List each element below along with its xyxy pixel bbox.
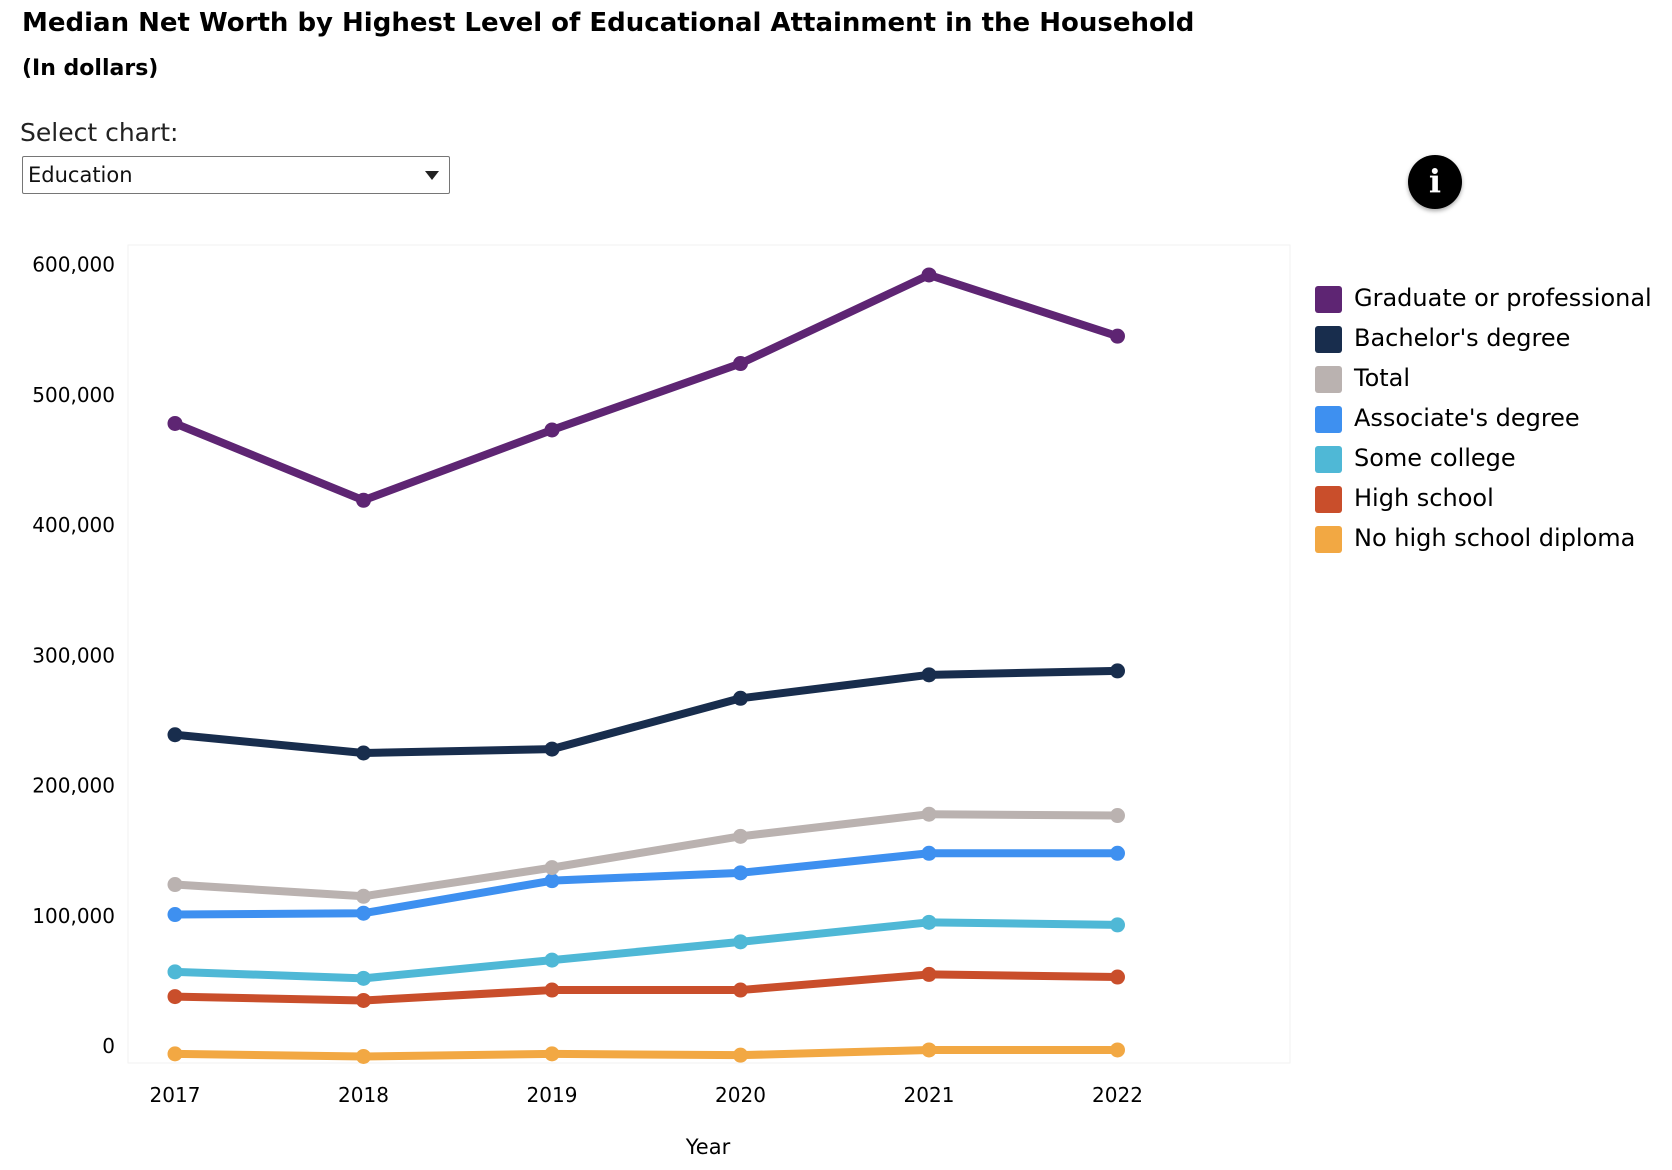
data-point	[921, 667, 937, 683]
legend-label: Total	[1354, 364, 1411, 392]
series-line	[171, 810, 1122, 901]
data-point	[544, 422, 560, 438]
legend-swatch	[1315, 486, 1342, 513]
data-point	[921, 806, 937, 822]
y-tick-label: 500,000	[32, 383, 115, 407]
data-point	[167, 727, 183, 743]
legend-label: Graduate or professional	[1354, 284, 1652, 312]
data-point	[733, 865, 748, 881]
series-high-school	[167, 966, 1125, 1008]
legend-swatch	[1315, 526, 1342, 553]
chart-select-value: Education	[28, 163, 133, 187]
legend-swatch	[1315, 326, 1342, 353]
x-tick-label: 2022	[1092, 1083, 1143, 1107]
chart-select-dropdown[interactable]: Education	[22, 156, 450, 194]
x-tick-label: 2018	[338, 1083, 389, 1107]
x-tick-label: 2020	[715, 1083, 766, 1107]
data-point	[733, 1047, 748, 1063]
data-point	[167, 1046, 183, 1062]
data-point	[1110, 808, 1125, 824]
data-point	[1110, 845, 1125, 861]
data-point	[167, 877, 183, 893]
series-line	[171, 270, 1122, 505]
legend-label: Some college	[1354, 444, 1516, 472]
x-axis-title: Year	[685, 1135, 731, 1159]
info-glyph: i	[1428, 162, 1442, 200]
info-icon[interactable]: i	[1408, 155, 1462, 209]
data-point	[921, 1042, 937, 1058]
y-tick-label: 100,000	[32, 904, 115, 928]
series-line	[171, 970, 1122, 1005]
data-point	[733, 690, 748, 706]
series-line	[171, 918, 1122, 983]
series-line	[171, 849, 1122, 919]
data-point	[356, 970, 371, 986]
data-point	[1110, 917, 1125, 933]
data-point	[733, 982, 748, 998]
data-point	[921, 267, 937, 283]
series-line	[171, 1045, 1122, 1061]
legend-label: No high school diploma	[1354, 524, 1636, 552]
data-point	[544, 873, 560, 889]
data-point	[356, 1048, 371, 1064]
data-point	[544, 982, 560, 998]
data-point	[1110, 1042, 1125, 1058]
data-point	[356, 492, 371, 508]
data-point	[356, 888, 371, 904]
series-some-college	[167, 914, 1125, 986]
data-point	[167, 415, 183, 431]
data-point	[167, 964, 183, 980]
data-point	[1110, 969, 1125, 985]
data-point	[544, 1046, 560, 1062]
x-tick-label: 2017	[150, 1083, 201, 1107]
series-line	[171, 666, 1122, 757]
series-graduate-or-professional	[167, 267, 1125, 508]
y-tick-label: 0	[102, 1034, 115, 1058]
data-point	[544, 741, 560, 757]
data-point	[167, 907, 183, 923]
data-point	[1110, 328, 1125, 344]
data-point	[921, 914, 937, 930]
legend-label: Bachelor's degree	[1354, 324, 1571, 352]
data-point	[733, 356, 748, 372]
chevron-down-icon	[425, 171, 439, 180]
plot-area	[127, 244, 1291, 1064]
data-point	[921, 966, 937, 982]
series-associate-s-degree	[167, 845, 1125, 923]
data-point	[167, 989, 183, 1005]
x-tick-label: 2021	[904, 1083, 955, 1107]
y-tick-label: 400,000	[32, 513, 115, 537]
data-point	[733, 828, 748, 844]
data-point	[544, 952, 560, 968]
legend-swatch	[1315, 366, 1342, 393]
data-point	[1110, 663, 1125, 679]
legend-swatch	[1315, 406, 1342, 433]
y-tick-label: 200,000	[32, 774, 115, 798]
series-bachelor-s-degree	[167, 663, 1125, 761]
x-tick-label: 2019	[527, 1083, 578, 1107]
data-point	[356, 745, 371, 761]
y-tick-label: 300,000	[32, 643, 115, 667]
data-point	[356, 992, 371, 1008]
legend-swatch	[1315, 286, 1342, 313]
select-chart-label: Select chart:	[20, 118, 179, 147]
data-point	[544, 860, 560, 876]
chart-subtitle: (In dollars)	[22, 56, 159, 81]
data-point	[356, 905, 371, 921]
y-tick-label: 600,000	[32, 253, 115, 277]
data-point	[733, 934, 748, 950]
data-point	[921, 845, 937, 861]
legend-label: High school	[1354, 484, 1494, 512]
series-no-high-school-diploma	[167, 1042, 1125, 1064]
series-total	[167, 806, 1125, 904]
chart-title: Median Net Worth by Highest Level of Edu…	[22, 8, 1195, 38]
legend-swatch	[1315, 446, 1342, 473]
legend-label: Associate's degree	[1354, 404, 1580, 432]
